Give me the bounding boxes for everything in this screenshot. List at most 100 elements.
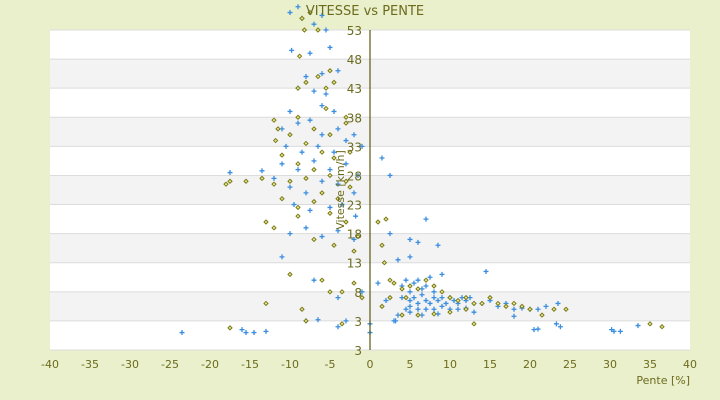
data-point-plus — [239, 327, 245, 333]
data-point-plus — [359, 289, 365, 295]
x-tick-label: -15 — [241, 358, 259, 371]
data-point-plus — [283, 143, 289, 149]
data-point-plus — [319, 178, 325, 184]
data-point-diamond — [447, 309, 453, 315]
data-point-diamond — [391, 280, 397, 286]
data-point-plus — [335, 68, 341, 74]
data-point-plus — [351, 236, 357, 242]
x-tick-label: 35 — [643, 358, 657, 371]
x-tick-label: -5 — [325, 358, 336, 371]
data-point-plus — [303, 190, 309, 196]
data-point-plus — [319, 132, 325, 138]
data-point-plus — [295, 167, 301, 173]
y-tick-label: 3 — [354, 315, 362, 329]
data-point-plus — [553, 321, 559, 327]
data-point-diamond — [415, 312, 421, 318]
data-point-plus — [335, 181, 341, 187]
data-point-diamond — [487, 294, 493, 301]
data-point-diamond — [295, 213, 301, 219]
data-point-diamond — [279, 152, 285, 158]
data-point-diamond — [503, 303, 509, 310]
data-point-plus — [415, 277, 421, 283]
x-tick-label: 0 — [367, 358, 374, 371]
data-point-diamond — [287, 271, 293, 278]
x-tick-label: -25 — [161, 358, 179, 371]
data-point-diamond — [295, 204, 301, 211]
data-point-diamond — [303, 79, 309, 86]
x-tick-label: -40 — [41, 358, 59, 371]
data-point-plus — [375, 280, 381, 286]
data-point-diamond — [351, 280, 357, 286]
data-point-diamond — [311, 166, 317, 173]
data-point-plus — [287, 231, 293, 237]
data-point-plus — [263, 328, 269, 334]
data-point-plus — [351, 190, 357, 196]
data-point-plus — [407, 289, 413, 295]
data-point-diamond — [463, 306, 469, 312]
data-point-diamond — [511, 300, 517, 307]
data-point-diamond — [471, 321, 477, 327]
data-point-diamond — [331, 242, 337, 248]
data-point-plus — [403, 306, 409, 312]
data-point-diamond — [263, 219, 269, 225]
data-point-plus — [307, 50, 313, 56]
x-tick-label: 15 — [483, 358, 497, 371]
data-point-plus — [455, 306, 461, 312]
data-point-plus — [611, 328, 617, 334]
data-point-diamond — [563, 306, 569, 312]
data-point-plus — [351, 132, 357, 138]
data-point-diamond — [323, 85, 329, 91]
y-tick-label: 43 — [347, 82, 362, 96]
data-point-diamond — [271, 117, 277, 123]
data-point-diamond — [295, 85, 301, 91]
data-point-diamond — [307, 9, 313, 16]
data-point-plus — [411, 280, 417, 286]
data-point-plus — [403, 277, 409, 283]
data-point-plus — [431, 295, 437, 301]
data-point-plus — [303, 74, 309, 80]
data-point-diamond — [347, 184, 353, 190]
data-point-plus — [315, 143, 321, 149]
data-point-plus — [415, 239, 421, 245]
data-point-plus — [511, 313, 517, 319]
x-tick-labels: -40 -35 -30 -25 -20 -15 -10 -5 0 5 10 15 20 25 30 35 40 — [41, 358, 697, 371]
x-tick-label: -10 — [281, 358, 299, 371]
data-point-diamond — [439, 289, 445, 295]
data-point-plus — [323, 91, 329, 97]
data-point-plus — [319, 103, 325, 109]
data-point-plus — [423, 283, 429, 289]
data-point-plus — [407, 303, 413, 309]
data-point-plus — [423, 298, 429, 304]
data-point-diamond — [259, 175, 265, 182]
data-point-diamond — [223, 181, 229, 187]
data-point-plus — [415, 300, 421, 306]
data-points — [179, 4, 665, 336]
data-point-plus — [323, 27, 329, 33]
data-point-plus — [335, 228, 341, 234]
y-tick-label: 48 — [347, 53, 362, 67]
y-tick-label: 3 — [354, 344, 362, 358]
data-point-plus — [319, 234, 325, 240]
y-tick-label: 33 — [347, 140, 362, 154]
data-point-plus — [343, 138, 349, 144]
data-point-plus — [335, 126, 341, 132]
data-point-diamond — [271, 225, 277, 231]
data-point-diamond — [519, 303, 525, 310]
data-point-plus — [271, 175, 277, 181]
data-point-plus — [311, 158, 317, 164]
data-point-diamond — [423, 277, 429, 283]
x-axis-label: Pente [%] — [636, 374, 690, 387]
data-point-plus — [331, 149, 337, 155]
data-point-diamond — [463, 294, 469, 301]
data-point-diamond — [381, 260, 388, 266]
data-point-plus — [635, 323, 641, 329]
data-point-plus — [411, 295, 417, 301]
data-point-diamond — [311, 126, 317, 132]
y-tick-label: 8 — [354, 286, 362, 300]
y-tick-label: 18 — [347, 228, 362, 242]
x-tick-label: 5 — [407, 358, 414, 371]
data-point-diamond — [659, 324, 665, 330]
data-point-plus — [335, 295, 341, 301]
data-point-diamond — [379, 242, 385, 248]
data-point-plus — [315, 317, 321, 323]
